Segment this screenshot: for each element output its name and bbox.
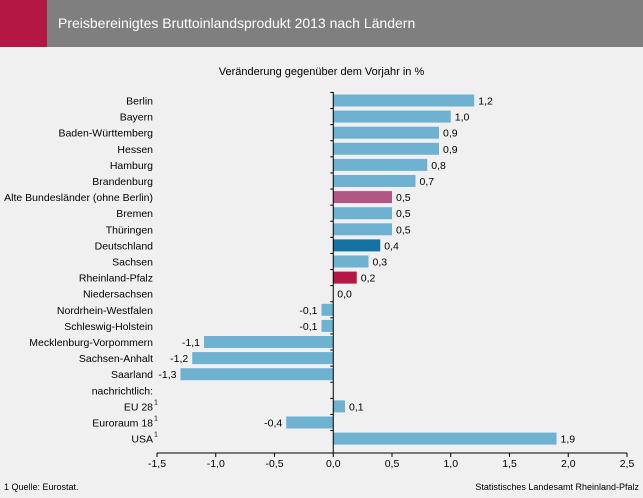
- bar: [180, 368, 334, 381]
- category-label: Schleswig-Holstein: [64, 321, 153, 333]
- data-label: 0,2: [361, 273, 376, 285]
- x-tick-label: 0,5: [385, 458, 400, 470]
- category-label: nachrichtlich:: [92, 385, 153, 397]
- data-label: 0,9: [443, 128, 458, 140]
- data-label: -1,1: [182, 337, 200, 349]
- x-tick-label: -0,5: [265, 458, 283, 470]
- category-label: Bayern: [120, 112, 153, 124]
- data-label: -0,1: [299, 305, 317, 317]
- bar: [333, 110, 451, 123]
- bar: [333, 223, 392, 236]
- chart-subtitle: Veränderung gegenüber dem Vorjahr in %: [218, 66, 425, 78]
- data-label: 0,5: [396, 192, 411, 204]
- data-label: -1,2: [170, 353, 188, 365]
- header-accent-square: [0, 0, 47, 47]
- category-label: Bremen: [116, 208, 153, 220]
- footnote-marker: 1: [154, 432, 158, 439]
- category-label: Baden-Württemberg: [58, 128, 153, 140]
- data-label: 0,8: [431, 160, 446, 172]
- data-label: 1,9: [561, 434, 576, 446]
- x-tick-label: 1,0: [443, 458, 458, 470]
- footnote: 1 Quelle: Eurostat.: [4, 482, 79, 492]
- bar: [333, 126, 439, 139]
- data-label: 0,4: [384, 240, 399, 252]
- data-label: 0,7: [420, 176, 435, 188]
- bar: [333, 255, 369, 268]
- category-label: Hessen: [117, 144, 153, 156]
- bar: [204, 336, 334, 348]
- category-label: EU 28: [124, 401, 153, 413]
- category-label: Niedersachsen: [83, 289, 153, 301]
- bar: [333, 94, 475, 107]
- category-label: Nordrhein-Westfalen: [57, 305, 153, 317]
- bar: [333, 207, 392, 220]
- category-label: Sachsen-Anhalt: [79, 353, 153, 365]
- category-label: Thüringen: [106, 224, 153, 236]
- source-note: Statistisches Landesamt Rheinland-Pfalz: [475, 482, 639, 492]
- header-bar: [0, 0, 643, 47]
- category-label: Mecklenburg-Vorpommern: [29, 337, 153, 349]
- footnote-marker: 1: [154, 399, 158, 406]
- bar: [333, 158, 428, 171]
- category-label: Rheinland-Pfalz: [79, 273, 153, 285]
- data-label: 0,5: [396, 208, 411, 220]
- bar: [333, 239, 381, 252]
- data-label: 0,9: [443, 144, 458, 156]
- x-tick-label: 2,0: [561, 458, 576, 470]
- x-tick-label: -1,5: [148, 458, 166, 470]
- data-label: 0,5: [396, 224, 411, 236]
- bar: [321, 319, 334, 332]
- x-tick-label: 2,5: [620, 458, 635, 470]
- x-tick-label: 1,5: [502, 458, 517, 470]
- bar: [286, 416, 334, 429]
- data-label: 1,0: [455, 112, 470, 124]
- category-label: Deutschland: [95, 240, 154, 252]
- data-label: 0,3: [373, 257, 388, 269]
- category-label: Hamburg: [110, 160, 153, 172]
- category-label: Euroraum 18: [92, 418, 153, 430]
- category-label: Sachsen: [112, 257, 153, 269]
- bar: [333, 191, 392, 204]
- category-label: Berlin: [126, 96, 153, 108]
- x-tick-label: -1,0: [207, 458, 225, 470]
- data-label: 0,1: [349, 401, 364, 413]
- bar: [333, 271, 357, 284]
- data-label: -0,4: [264, 418, 282, 430]
- category-label: Brandenburg: [92, 176, 153, 188]
- footnote-marker: 1: [154, 416, 158, 423]
- category-label: USA: [131, 434, 153, 446]
- data-label: 1,2: [478, 96, 493, 108]
- bar: [333, 142, 439, 155]
- bar: [333, 175, 416, 187]
- x-tick-label: 0,0: [326, 458, 341, 470]
- bar: [333, 432, 557, 445]
- bar: [333, 400, 345, 413]
- data-label: -1,3: [158, 369, 176, 381]
- data-label: 0,0: [337, 289, 352, 301]
- category-label: Saarland: [111, 369, 153, 381]
- chart-title: Preisbereinigtes Bruttoinlandsprodukt 20…: [58, 15, 416, 31]
- bar: [321, 303, 334, 316]
- category-label: Alte Bundesländer (ohne Berlin): [4, 192, 153, 204]
- data-label: -0,1: [299, 321, 317, 333]
- bar: [192, 352, 334, 365]
